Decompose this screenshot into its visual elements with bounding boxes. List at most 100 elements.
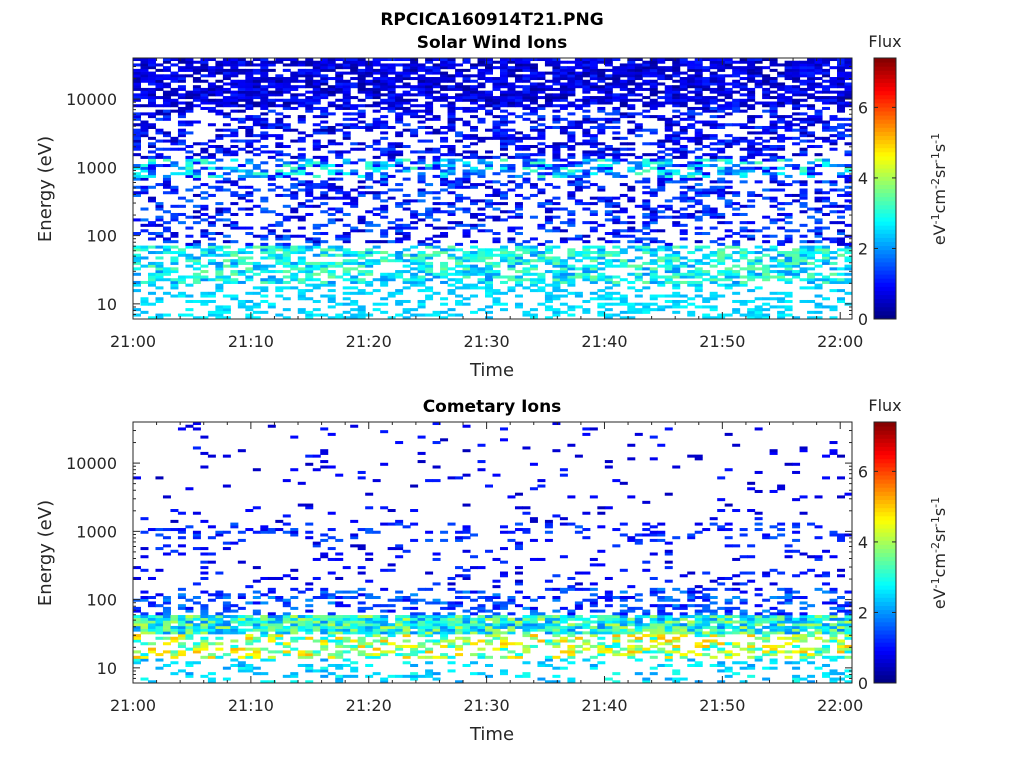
heatmap-cell [537,77,545,80]
colorbar-segment [874,213,896,218]
heatmap-cell [560,311,568,314]
heatmap-cell [298,115,306,118]
heatmap-cell [627,91,635,94]
heatmap-cell [268,150,276,153]
heatmap-cell [275,123,283,126]
heatmap-cell [185,631,193,634]
heatmap-cell [163,77,171,80]
heatmap-cell [163,175,171,178]
heatmap-cell [627,286,635,289]
heatmap-cell [260,104,268,107]
heatmap-cell [380,74,388,77]
heatmap-cell [238,194,246,197]
heatmap-cell [597,267,605,270]
heatmap-cell [283,175,291,178]
heatmap-cell [807,104,815,107]
heatmap-cell [140,224,148,227]
heatmap-cell [762,91,770,94]
heatmap-cell [478,140,486,143]
heatmap-cell [493,191,501,194]
colorbar-segment [874,131,896,136]
heatmap-cell [770,129,778,132]
x-tick-label: 21:00 [110,332,156,351]
heatmap-cell [800,205,808,208]
heatmap-cell [567,237,575,240]
heatmap-cell [260,63,268,66]
heatmap-cell [582,267,590,270]
heatmap-cell [305,276,313,279]
heatmap-cell [530,129,538,132]
heatmap-cell [792,256,800,259]
heatmap-cell [148,278,156,281]
heatmap-cell [425,107,433,110]
heatmap-cell [335,254,343,257]
heatmap-cell [785,123,793,126]
heatmap-cell [635,161,643,164]
heatmap-cell [410,267,418,270]
heatmap-cell [485,110,493,113]
heatmap-cell [223,653,231,656]
heatmap-cell [170,93,178,96]
heatmap-cell [448,254,456,257]
heatmap-cell [163,104,171,107]
heatmap-cell [230,262,238,265]
heatmap-cell [403,300,411,303]
heatmap-cell [163,615,171,618]
heatmap-cell [200,251,208,254]
heatmap-cell [305,297,313,300]
heatmap-cell [770,218,778,221]
heatmap-cell [537,142,545,145]
heatmap-cell [672,221,680,224]
heatmap-cell [807,248,815,251]
heatmap-cell [418,240,426,243]
heatmap-cell [343,311,351,314]
heatmap-cell [470,63,478,66]
heatmap-cell [163,278,171,281]
heatmap-cell [148,74,156,77]
heatmap-cell [507,254,515,257]
heatmap-cell [785,85,793,88]
heatmap-cell [500,110,508,113]
heatmap-cell [800,72,808,75]
heatmap-cell [672,267,680,270]
heatmap-cell [410,273,418,276]
heatmap-cell [695,191,703,194]
heatmap-cell [725,276,733,279]
heatmap-cell [223,278,231,281]
heatmap-cell [290,129,298,132]
heatmap-cell [455,153,463,156]
heatmap-cell [380,205,388,208]
heatmap-cell [732,140,740,143]
heatmap-cell [208,536,216,539]
heatmap-cell [448,180,456,183]
heatmap-cell [200,577,208,580]
heatmap-cell [283,235,291,238]
heatmap-cell [650,189,658,192]
heatmap-cell [665,178,673,181]
heatmap-cell [388,153,396,156]
heatmap-cell [448,145,456,148]
heatmap-cell [463,286,471,289]
heatmap-cell [702,256,710,259]
heatmap-cell [575,292,583,295]
heatmap-cell [260,107,268,110]
heatmap-cell [485,194,493,197]
heatmap-cell [163,618,171,621]
heatmap-cell [575,63,583,66]
heatmap-cell [140,629,148,632]
heatmap-cell [478,91,486,94]
heatmap-cell [395,164,403,167]
heatmap-cell [313,107,321,110]
heatmap-cell [635,88,643,91]
heatmap-cell [440,61,448,64]
heatmap-cell [815,72,823,75]
heatmap-cell [335,172,343,175]
heatmap-cell [260,77,268,80]
heatmap-cell [418,121,426,124]
heatmap-cell [717,270,725,273]
heatmap-cell [740,110,748,113]
heatmap-cell [747,270,755,273]
heatmap-cell [537,172,545,175]
heatmap-cell [740,104,748,107]
heatmap-cell [133,661,141,664]
